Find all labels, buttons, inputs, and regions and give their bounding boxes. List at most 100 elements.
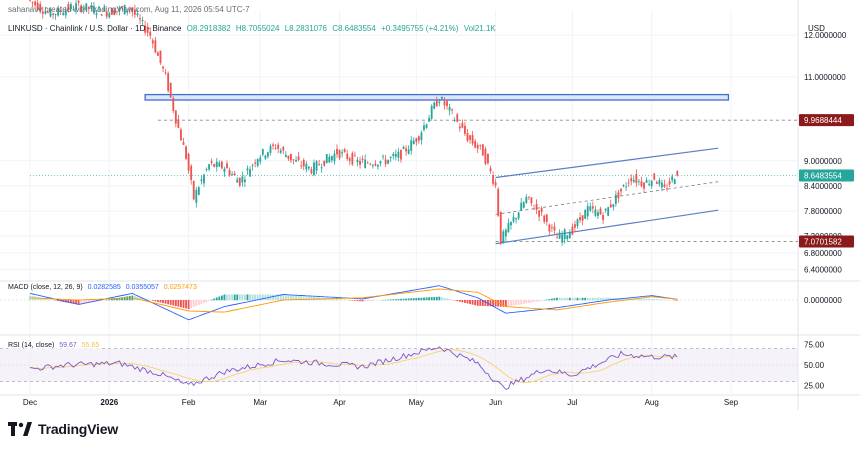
candle <box>287 156 289 159</box>
macd-histogram-bar <box>170 300 172 305</box>
macd-histogram-bar <box>554 298 556 300</box>
macd-histogram-bar <box>344 300 346 301</box>
macd-axis-tick: 0.0000000 <box>804 296 842 305</box>
rsi-title[interactable]: RSI (14, close) <box>8 342 54 349</box>
candle <box>428 118 430 122</box>
macd-histogram-bar <box>459 300 461 302</box>
macd-histogram-bar <box>224 295 226 301</box>
macd-histogram-bar <box>272 295 274 301</box>
candle <box>282 147 284 150</box>
macd-histogram-bar <box>103 300 105 301</box>
macd-histogram-bar <box>574 298 576 301</box>
macd-histogram-bar <box>592 298 594 301</box>
macd-signal-line <box>30 289 677 312</box>
macd-histogram-bar <box>264 295 266 301</box>
candle <box>438 102 440 103</box>
candle <box>510 222 512 225</box>
candle <box>175 110 177 123</box>
candle <box>139 18 141 19</box>
currency-label: USD <box>808 24 825 33</box>
candle <box>344 149 346 152</box>
macd-histogram-bar <box>200 300 202 304</box>
rsi-value: 59.67 <box>59 342 77 349</box>
macd-histogram-bar <box>247 295 249 301</box>
tradingview-logo-icon <box>8 422 32 436</box>
candle <box>551 227 553 228</box>
candle <box>605 209 607 211</box>
symbol-description[interactable]: LINKUSD · Chainlink / U.S. Dollar · 1D ·… <box>8 24 181 33</box>
macd-histogram-bar <box>385 300 387 301</box>
macd-histogram-bar <box>579 298 581 301</box>
candle <box>666 188 668 189</box>
macd-histogram-bar <box>587 298 589 301</box>
candle <box>354 156 356 157</box>
macd-histogram-bar <box>369 300 371 301</box>
macd-signal-value: 0.0355057 <box>126 284 159 291</box>
macd-histogram-bar <box>387 300 389 301</box>
candle <box>160 51 162 63</box>
candle <box>328 157 330 163</box>
macd-histogram-bar <box>518 300 520 305</box>
candle <box>520 203 522 211</box>
candle <box>523 202 525 208</box>
candle <box>625 187 627 188</box>
candle <box>436 101 438 107</box>
macd-value: 0.0282585 <box>88 284 121 291</box>
macd-histogram-bar <box>561 298 563 301</box>
candle <box>628 183 630 184</box>
tradingview-logo[interactable]: TradingView <box>8 421 118 437</box>
candle <box>633 180 635 182</box>
macd-histogram-bar <box>177 300 179 307</box>
candle <box>213 164 215 167</box>
macd-histogram-bar <box>175 300 177 306</box>
macd-histogram-bar <box>664 300 666 301</box>
candle <box>55 14 57 15</box>
candle <box>303 160 305 166</box>
candle <box>559 233 561 239</box>
macd-histogram-bar <box>183 300 185 308</box>
candle <box>548 225 550 232</box>
candle <box>244 180 246 182</box>
candle <box>571 227 573 235</box>
ohlc-close: C8.6483554 <box>332 24 376 33</box>
candle <box>505 230 507 237</box>
candle <box>188 154 190 171</box>
macd-histogram-bar <box>456 300 458 301</box>
macd-title[interactable]: MACD (close, 12, 26, 9) <box>8 284 83 291</box>
candle <box>441 97 443 99</box>
macd-histogram-bar <box>154 300 156 301</box>
candle <box>154 40 156 52</box>
macd-histogram-bar <box>523 300 525 304</box>
candle <box>357 160 359 163</box>
macd-histogram-bar <box>408 298 410 300</box>
macd-histogram-bar <box>433 297 435 300</box>
time-axis-label: Feb <box>182 398 196 407</box>
macd-histogram-bar <box>226 295 228 301</box>
candle <box>177 119 179 127</box>
candle <box>198 187 200 194</box>
candle <box>592 206 594 208</box>
candle <box>341 152 343 153</box>
macd-histogram-bar <box>600 298 602 301</box>
macd-histogram-bar <box>421 298 423 301</box>
candle <box>602 215 604 220</box>
macd-histogram-bar <box>390 299 392 300</box>
candle <box>321 167 323 168</box>
macd-histogram-bar <box>203 300 205 303</box>
macd-histogram-bar <box>525 300 527 303</box>
candle <box>336 149 338 155</box>
candle <box>612 204 614 207</box>
macd-histogram-bar <box>206 300 208 302</box>
macd-histogram-bar <box>216 298 218 301</box>
macd-histogram-bar <box>454 300 456 301</box>
macd-histogram-bar <box>239 295 241 301</box>
candle <box>464 126 466 134</box>
macd-histogram-bar <box>546 300 548 301</box>
macd-histogram-bar <box>229 295 231 301</box>
macd-histogram-bar <box>193 300 195 307</box>
candle <box>308 167 310 169</box>
candle <box>413 141 415 144</box>
macd-histogram-bar <box>37 297 39 300</box>
